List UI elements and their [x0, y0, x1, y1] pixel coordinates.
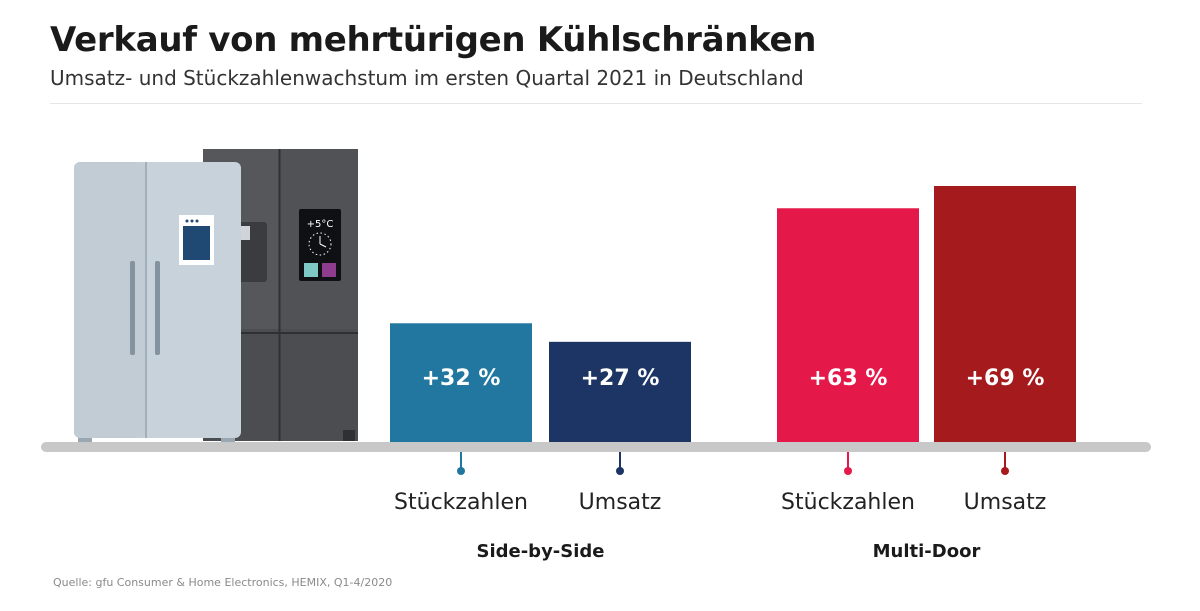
bar-multi-door-umsatz — [934, 186, 1076, 442]
chart-title: Verkauf von mehrtürigen Kühlschränken — [50, 20, 817, 60]
bars-layer: +32 % Stückzahlen +27 % Umsatz Side-by-Side +… — [390, 186, 1076, 562]
category-label-multi-door-st-ckzahlen: Stückzahlen — [781, 490, 915, 515]
side-by-side-fridge-illustration — [74, 162, 241, 442]
category-label-multi-door-umsatz: Umsatz — [964, 490, 1047, 515]
bar-value-label-side-by-side-st-ckzahlen: +32 % — [422, 366, 501, 391]
category-label-side-by-side-st-ckzahlen: Stückzahlen — [394, 490, 528, 515]
bar-side-by-side-st-ckzahlen — [390, 323, 532, 442]
bar-value-label-multi-door-umsatz: +69 % — [966, 366, 1045, 391]
category-label-side-by-side-umsatz: Umsatz — [579, 490, 662, 515]
leader-dot-multi-door-st-ckzahlen — [844, 467, 852, 475]
leader-dot-multi-door-umsatz — [1001, 467, 1009, 475]
header-divider — [50, 103, 1142, 104]
source-note: Quelle: gfu Consumer & Home Electronics,… — [53, 576, 393, 589]
fridge-temperature-display: +5°C — [307, 219, 334, 230]
bar-value-label-side-by-side-umsatz: +27 % — [581, 366, 660, 391]
chart-subtitle: Umsatz- und Stückzahlenwachstum im erste… — [50, 66, 804, 90]
group-label-side-by-side: Side-by-Side — [476, 541, 604, 562]
group-label-multi-door: Multi-Door — [873, 541, 981, 562]
leader-dot-side-by-side-st-ckzahlen — [457, 467, 465, 475]
bar-side-by-side-umsatz — [549, 341, 691, 442]
bar-multi-door-st-ckzahlen — [777, 208, 919, 442]
leader-dot-side-by-side-umsatz — [616, 467, 624, 475]
bar-value-label-multi-door-st-ckzahlen: +63 % — [809, 366, 888, 391]
